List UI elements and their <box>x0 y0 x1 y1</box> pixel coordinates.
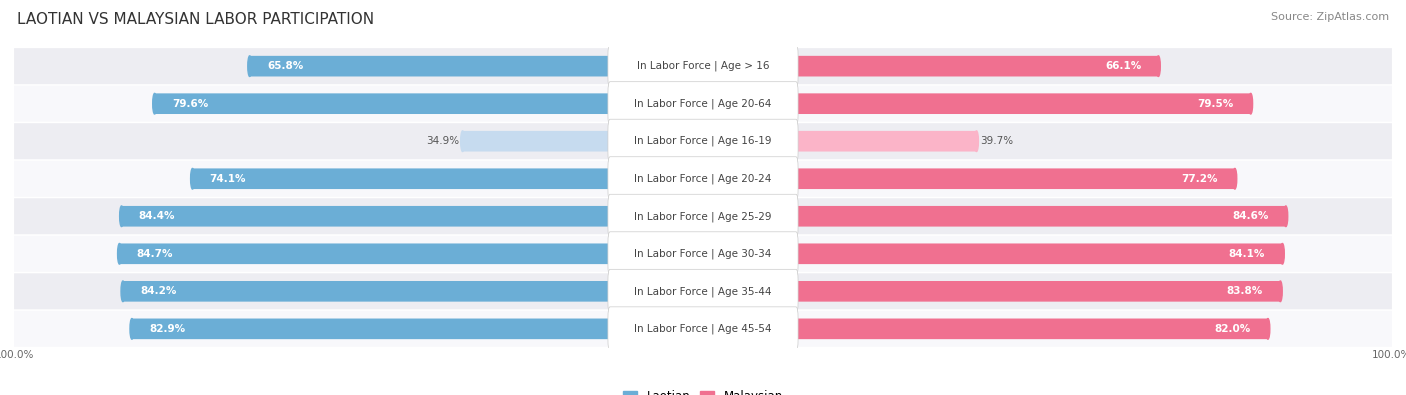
FancyBboxPatch shape <box>14 236 1392 272</box>
FancyBboxPatch shape <box>14 86 1392 122</box>
FancyBboxPatch shape <box>121 206 703 227</box>
Circle shape <box>121 281 125 302</box>
FancyBboxPatch shape <box>607 44 799 88</box>
Text: In Labor Force | Age 25-29: In Labor Force | Age 25-29 <box>634 211 772 222</box>
Text: LAOTIAN VS MALAYSIAN LABOR PARTICIPATION: LAOTIAN VS MALAYSIAN LABOR PARTICIPATION <box>17 12 374 27</box>
Circle shape <box>153 93 156 114</box>
Text: In Labor Force | Age 30-34: In Labor Force | Age 30-34 <box>634 248 772 259</box>
FancyBboxPatch shape <box>193 168 703 189</box>
Circle shape <box>118 243 121 264</box>
FancyBboxPatch shape <box>122 281 703 302</box>
Text: 34.9%: 34.9% <box>426 136 460 146</box>
FancyBboxPatch shape <box>607 157 799 201</box>
Text: 66.1%: 66.1% <box>1105 61 1142 71</box>
Text: In Labor Force | Age 16-19: In Labor Force | Age 16-19 <box>634 136 772 147</box>
FancyBboxPatch shape <box>14 123 1392 159</box>
FancyBboxPatch shape <box>703 318 1268 339</box>
FancyBboxPatch shape <box>132 318 703 339</box>
FancyBboxPatch shape <box>607 119 799 163</box>
Circle shape <box>1284 206 1288 227</box>
Text: 83.8%: 83.8% <box>1227 286 1263 296</box>
FancyBboxPatch shape <box>703 56 1159 77</box>
Text: In Labor Force | Age 35-44: In Labor Force | Age 35-44 <box>634 286 772 297</box>
Text: In Labor Force | Age 45-54: In Labor Force | Age 45-54 <box>634 324 772 334</box>
Text: In Labor Force | Age 20-24: In Labor Force | Age 20-24 <box>634 173 772 184</box>
Text: 39.7%: 39.7% <box>980 136 1014 146</box>
FancyBboxPatch shape <box>703 131 977 152</box>
Circle shape <box>1157 56 1160 77</box>
Text: Source: ZipAtlas.com: Source: ZipAtlas.com <box>1271 12 1389 22</box>
Circle shape <box>1249 93 1253 114</box>
FancyBboxPatch shape <box>463 131 703 152</box>
FancyBboxPatch shape <box>14 161 1392 197</box>
Text: 84.2%: 84.2% <box>141 286 177 296</box>
Text: 74.1%: 74.1% <box>209 174 246 184</box>
FancyBboxPatch shape <box>250 56 703 77</box>
Text: 84.1%: 84.1% <box>1229 249 1265 259</box>
Circle shape <box>129 318 134 339</box>
FancyBboxPatch shape <box>14 311 1392 347</box>
Text: In Labor Force | Age > 16: In Labor Force | Age > 16 <box>637 61 769 71</box>
FancyBboxPatch shape <box>607 194 799 238</box>
Text: 79.6%: 79.6% <box>172 99 208 109</box>
Legend: Laotian, Malaysian: Laotian, Malaysian <box>619 385 787 395</box>
Text: 84.4%: 84.4% <box>139 211 176 221</box>
Circle shape <box>120 206 124 227</box>
Circle shape <box>191 168 194 189</box>
Circle shape <box>247 56 252 77</box>
FancyBboxPatch shape <box>607 82 799 126</box>
Text: 82.9%: 82.9% <box>149 324 186 334</box>
Text: 77.2%: 77.2% <box>1181 174 1218 184</box>
FancyBboxPatch shape <box>120 243 703 264</box>
Text: 84.6%: 84.6% <box>1232 211 1268 221</box>
Text: In Labor Force | Age 20-64: In Labor Force | Age 20-64 <box>634 98 772 109</box>
FancyBboxPatch shape <box>14 273 1392 309</box>
FancyBboxPatch shape <box>703 93 1251 114</box>
FancyBboxPatch shape <box>607 232 799 276</box>
Text: 65.8%: 65.8% <box>267 61 304 71</box>
FancyBboxPatch shape <box>607 307 799 351</box>
FancyBboxPatch shape <box>703 281 1281 302</box>
FancyBboxPatch shape <box>155 93 703 114</box>
Text: 84.7%: 84.7% <box>136 249 173 259</box>
FancyBboxPatch shape <box>703 168 1234 189</box>
FancyBboxPatch shape <box>703 243 1282 264</box>
Circle shape <box>974 131 979 152</box>
Text: 79.5%: 79.5% <box>1198 99 1233 109</box>
FancyBboxPatch shape <box>14 198 1392 234</box>
Circle shape <box>461 131 464 152</box>
Circle shape <box>1281 243 1284 264</box>
FancyBboxPatch shape <box>607 269 799 313</box>
Circle shape <box>1233 168 1237 189</box>
Text: 82.0%: 82.0% <box>1215 324 1251 334</box>
Circle shape <box>1265 318 1270 339</box>
FancyBboxPatch shape <box>14 48 1392 84</box>
Circle shape <box>1278 281 1282 302</box>
FancyBboxPatch shape <box>703 206 1286 227</box>
